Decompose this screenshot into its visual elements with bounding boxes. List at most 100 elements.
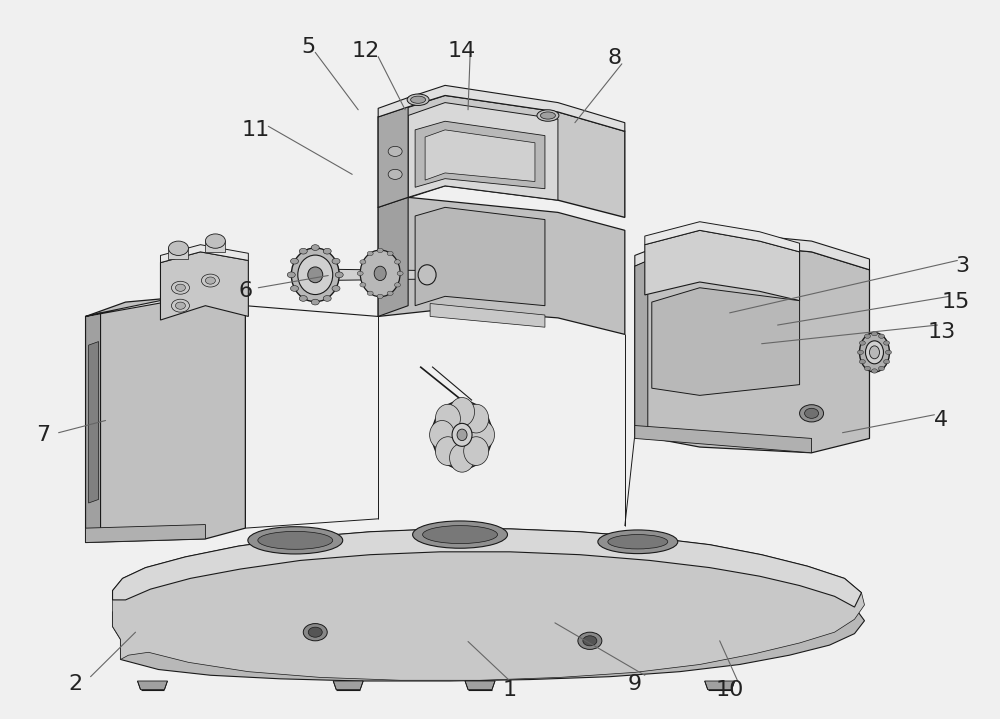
Circle shape [205,277,215,284]
Circle shape [311,244,319,250]
Ellipse shape [411,96,426,104]
Polygon shape [138,681,167,690]
Ellipse shape [860,333,889,372]
Circle shape [291,258,298,264]
Circle shape [323,248,331,254]
Polygon shape [333,681,363,690]
Circle shape [871,369,877,373]
Ellipse shape [291,248,339,302]
Ellipse shape [308,267,323,283]
Ellipse shape [464,404,489,433]
Ellipse shape [360,250,400,297]
Circle shape [332,285,340,291]
Text: 11: 11 [241,120,269,140]
Circle shape [360,260,366,264]
Polygon shape [645,230,800,301]
Polygon shape [315,269,425,280]
Ellipse shape [464,436,489,465]
Circle shape [871,331,877,336]
Circle shape [332,258,340,264]
Circle shape [884,360,890,364]
Polygon shape [86,525,205,543]
Circle shape [864,366,870,370]
Text: 10: 10 [715,679,744,700]
Text: 2: 2 [69,674,83,694]
Polygon shape [113,529,861,607]
Circle shape [308,627,322,637]
Circle shape [885,350,891,354]
Polygon shape [160,244,248,262]
Circle shape [800,405,824,422]
Circle shape [377,248,383,252]
Polygon shape [430,303,545,327]
Ellipse shape [435,436,460,465]
Polygon shape [652,288,800,395]
Ellipse shape [430,421,455,449]
Circle shape [367,252,373,256]
Ellipse shape [869,346,879,359]
Circle shape [175,302,185,309]
Polygon shape [378,107,408,207]
Ellipse shape [450,398,475,426]
Polygon shape [86,291,245,316]
Ellipse shape [407,94,429,106]
Polygon shape [425,130,535,181]
Circle shape [323,296,331,301]
Polygon shape [415,122,545,188]
Circle shape [388,170,402,179]
Text: 1: 1 [503,679,517,700]
Circle shape [168,241,188,255]
Circle shape [205,234,225,248]
Circle shape [805,408,819,418]
Circle shape [377,294,383,298]
Ellipse shape [298,255,333,295]
Ellipse shape [452,423,472,446]
Circle shape [878,334,884,339]
Circle shape [397,271,403,275]
Polygon shape [378,197,408,316]
Circle shape [335,272,343,278]
Polygon shape [205,241,225,252]
Circle shape [291,285,298,291]
Ellipse shape [423,526,498,544]
Polygon shape [635,241,869,453]
Polygon shape [86,295,245,543]
Circle shape [299,296,307,301]
Circle shape [394,283,400,287]
Circle shape [360,283,366,287]
Text: 8: 8 [608,48,622,68]
Polygon shape [635,260,648,435]
Circle shape [201,274,219,287]
Ellipse shape [248,527,343,554]
Ellipse shape [865,341,883,364]
Polygon shape [378,86,625,132]
Circle shape [583,636,597,646]
Ellipse shape [457,429,467,441]
Text: 13: 13 [927,322,956,342]
Circle shape [357,271,363,275]
Circle shape [171,281,189,294]
Text: 14: 14 [448,41,476,61]
Polygon shape [160,252,248,320]
Ellipse shape [598,530,678,554]
Ellipse shape [537,110,559,122]
Polygon shape [465,681,495,690]
Circle shape [303,623,327,641]
Polygon shape [113,529,864,680]
Polygon shape [113,551,864,681]
Ellipse shape [435,404,460,433]
Text: 4: 4 [934,411,948,431]
Circle shape [299,248,307,254]
Polygon shape [378,96,625,217]
Circle shape [388,147,402,157]
Polygon shape [635,426,812,453]
Circle shape [171,299,189,312]
Circle shape [175,284,185,291]
Text: 15: 15 [941,292,970,312]
Circle shape [387,291,393,296]
Polygon shape [635,230,869,270]
Ellipse shape [418,265,436,285]
Text: 12: 12 [351,41,379,61]
Ellipse shape [258,531,333,549]
Circle shape [311,299,319,305]
